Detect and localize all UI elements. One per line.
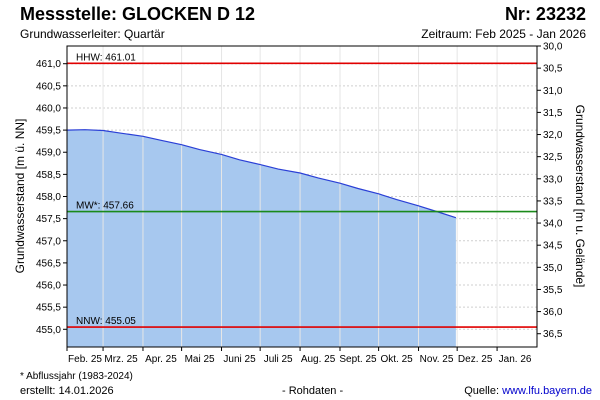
y-tick-label: 457,5: [36, 214, 61, 225]
y-right-tick-label: 35,0: [543, 263, 563, 274]
x-tick-label: Juli 25: [264, 354, 293, 365]
y-right-tick-label: 34,0: [543, 219, 563, 230]
y-right-tick-label: 32,5: [543, 152, 563, 163]
chart-title: Messstelle: GLOCKEN D 12: [20, 4, 256, 24]
x-tick-label: Apr. 25: [145, 354, 177, 365]
created-date: erstellt: 14.01.2026: [20, 385, 114, 397]
source-link[interactable]: www.lfu.bayern.de: [502, 385, 592, 397]
time-period: Zeitraum: Feb 2025 - Jan 2026: [421, 27, 586, 41]
y-tick-label: 455,5: [36, 303, 61, 314]
source-label: Quelle:: [464, 385, 503, 397]
y-tick-label: 456,5: [36, 258, 61, 269]
y-tick-label: 458,0: [36, 192, 61, 203]
hhw-label: HHW: 461.01: [76, 52, 136, 63]
y-right-tick-label: 32,0: [543, 130, 563, 141]
x-tick-label: Jan. 26: [499, 354, 532, 365]
y-tick-label: 460,0: [36, 103, 61, 114]
y-tick-label: 459,0: [36, 148, 61, 159]
x-tick-label: Mrz. 25: [104, 354, 138, 365]
y-right-tick-label: 30,0: [543, 42, 563, 53]
y-tick-label: 459,5: [36, 126, 61, 137]
y-right-tick-label: 33,5: [543, 196, 563, 207]
x-tick-label: Juni 25: [223, 354, 256, 365]
y-right-tick-label: 31,5: [543, 108, 563, 119]
series-line: [66, 129, 457, 219]
raw-data-note: - Rohdaten -: [282, 385, 344, 397]
y-right-tick-label: 35,5: [543, 285, 563, 296]
source-note: Quelle: www.lfu.bayern.de: [464, 385, 592, 397]
y-tick-label: 461,0: [36, 59, 61, 70]
x-tick-label: Mai 25: [185, 354, 215, 365]
series-area: [67, 129, 456, 347]
y-tick-label: 455,0: [36, 325, 61, 336]
nnw-label: NNW: 455.05: [76, 316, 136, 327]
y-right-tick-label: 36,0: [543, 307, 563, 318]
x-tick-label: Nov. 25: [420, 354, 454, 365]
x-tick-label: Sept. 25: [339, 354, 377, 365]
y-tick-label: 457,0: [36, 236, 61, 247]
x-tick-label: Dez. 25: [458, 354, 493, 365]
x-tick-label: Aug. 25: [301, 354, 336, 365]
y-right-tick-label: 31,0: [543, 86, 563, 97]
y-right-tick-label: 34,5: [543, 241, 563, 252]
y-right-tick-label: 30,5: [543, 64, 563, 75]
chart-subtitle: Grundwasserleiter: Quartär: [20, 27, 165, 41]
station-number: Nr: 23232: [504, 4, 586, 24]
footnote: * Abflussjahr (1983-2024): [20, 371, 133, 382]
y-tick-label: 456,0: [36, 281, 61, 292]
y-tick-label: 458,5: [36, 170, 61, 181]
y-right-tick-label: 33,0: [543, 174, 563, 185]
y-tick-label: 460,5: [36, 81, 61, 92]
x-tick-label: Feb. 25: [68, 354, 102, 365]
x-tick-label: Okt. 25: [380, 354, 413, 365]
mw-label: MW*: 457.66: [76, 201, 134, 212]
y-right-tick-label: 36,5: [543, 329, 563, 340]
